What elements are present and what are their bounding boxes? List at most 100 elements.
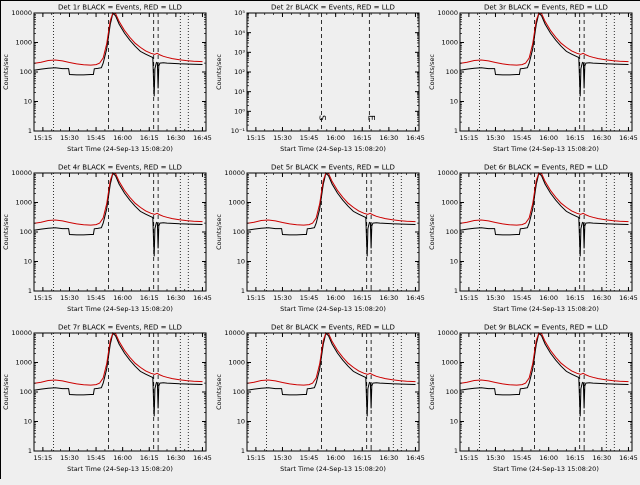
y-tick-label: 10⁵ — [234, 9, 245, 17]
x-tick-label: 15:30 — [60, 134, 79, 142]
x-tick-label: 15:45 — [300, 134, 319, 142]
x-tick-label: 16:15 — [566, 294, 585, 302]
plot-svg: 15:15 15:30 15:45 16:00 16:15 16:30 16:45 1 10 10… — [2, 324, 212, 474]
plot-title: Det 4r BLACK = Events, RED = LLD — [58, 164, 182, 172]
x-tick-label: 16:30 — [166, 454, 185, 462]
events-line — [459, 331, 629, 417]
y-tick-label: 10⁰ — [234, 108, 245, 116]
x-tick-label: 16:15 — [566, 454, 585, 462]
y-tick-label: 100 — [446, 68, 458, 76]
x-tick-label: 15:15 — [33, 454, 52, 462]
plot-title: Det 2r BLACK = Events, RED = LLD — [271, 4, 395, 12]
x-tick-label: 16:15 — [353, 454, 372, 462]
plot-frame — [33, 12, 207, 132]
y-tick-label: 1000 — [228, 359, 245, 367]
x-tick-label: 16:45 — [193, 454, 212, 462]
plot-frame — [459, 12, 633, 132]
y-tick-label: 1 — [241, 287, 245, 295]
plot-svg: S E 15:15 15:30 15:45 16:00 16:15 16:30 16:45 10⁻… — [215, 4, 425, 154]
y-axis-label: Counts/sec — [428, 54, 436, 90]
x-tick-label: 15:45 — [300, 454, 319, 462]
x-tick-label: 15:45 — [513, 454, 532, 462]
plot-frame — [459, 332, 633, 452]
x-tick-label: 15:15 — [246, 134, 265, 142]
y-tick-label: 10⁴ — [234, 29, 245, 37]
y-tick-label: 1 — [454, 287, 458, 295]
x-axis-label: Start Time (24-Sep-13 15:08:20) — [493, 145, 599, 153]
y-tick-label: 10² — [234, 68, 245, 76]
y-tick-label: 1000 — [15, 359, 32, 367]
x-tick-label: 16:45 — [193, 134, 212, 142]
plot-cell-7: 15:15 15:30 15:45 16:00 16:15 16:30 16:45 1 10 10… — [1, 321, 214, 481]
y-tick-label: 10⁻¹ — [231, 127, 246, 135]
x-tick-label: 16:30 — [166, 134, 185, 142]
x-tick-label: 15:15 — [33, 134, 52, 142]
y-tick-label: 100 — [233, 228, 245, 236]
x-tick-label: 15:30 — [486, 454, 505, 462]
y-axis-label: Counts/sec — [2, 214, 10, 250]
y-tick-label: 10 — [450, 258, 458, 266]
x-axis-label: Start Time (24-Sep-13 15:08:20) — [493, 465, 599, 473]
x-tick-label: 16:45 — [619, 454, 638, 462]
plot-cell-3: 15:15 15:30 15:45 16:00 16:15 16:30 16:45 1 10 10… — [427, 1, 640, 161]
plot-title: Det 1r BLACK = Events, RED = LLD — [58, 4, 182, 12]
x-tick-label: 16:30 — [379, 134, 398, 142]
plot-frame — [246, 12, 420, 132]
y-tick-label: 1000 — [441, 199, 458, 207]
events-line — [33, 11, 203, 97]
x-tick-label: 16:00 — [113, 134, 132, 142]
plot-cell-1: 15:15 15:30 15:45 16:00 16:15 16:30 16:45 1 10 10… — [1, 1, 214, 161]
x-tick-label: 16:30 — [379, 294, 398, 302]
events-line — [459, 171, 629, 257]
plot-title: Det 3r BLACK = Events, RED = LLD — [484, 4, 608, 12]
plot-frame — [246, 172, 420, 292]
y-tick-label: 10 — [24, 418, 32, 426]
y-tick-label: 100 — [446, 228, 458, 236]
marker-letter: S — [317, 115, 327, 121]
y-tick-label: 1000 — [441, 359, 458, 367]
plot-frame — [246, 332, 420, 452]
y-tick-label: 10000 — [437, 169, 458, 177]
x-tick-label: 16:15 — [353, 134, 372, 142]
x-tick-label: 15:15 — [459, 294, 478, 302]
lld-line — [459, 172, 629, 226]
x-tick-label: 16:45 — [406, 294, 425, 302]
y-tick-label: 1000 — [15, 39, 32, 47]
x-tick-label: 16:15 — [566, 134, 585, 142]
x-tick-label: 16:45 — [406, 454, 425, 462]
x-tick-label: 15:30 — [60, 454, 79, 462]
y-tick-label: 1 — [28, 127, 32, 135]
x-tick-label: 15:30 — [60, 294, 79, 302]
x-tick-label: 15:15 — [246, 454, 265, 462]
x-tick-label: 15:15 — [246, 294, 265, 302]
y-tick-label: 10³ — [234, 49, 245, 57]
y-tick-label: 1 — [454, 447, 458, 455]
x-tick-label: 15:45 — [513, 134, 532, 142]
y-tick-label: 100 — [20, 68, 32, 76]
y-tick-label: 10000 — [437, 9, 458, 17]
x-tick-label: 15:15 — [33, 294, 52, 302]
y-tick-label: 10000 — [224, 329, 245, 337]
plot-frame — [33, 172, 207, 292]
y-tick-label: 1 — [241, 447, 245, 455]
y-tick-label: 10000 — [11, 9, 32, 17]
plot-svg: 15:15 15:30 15:45 16:00 16:15 16:30 16:45 1 10 10… — [428, 164, 638, 314]
y-axis-label: Counts/sec — [2, 374, 10, 410]
plot-cell-9: 15:15 15:30 15:45 16:00 16:15 16:30 16:45 1 10 10… — [427, 321, 640, 481]
x-tick-label: 16:00 — [326, 454, 345, 462]
x-tick-label: 16:45 — [406, 134, 425, 142]
lld-line — [459, 12, 629, 66]
lld-line — [33, 12, 203, 66]
x-tick-label: 16:00 — [539, 454, 558, 462]
x-tick-label: 16:00 — [539, 134, 558, 142]
y-tick-label: 10000 — [11, 169, 32, 177]
y-axis-label: Counts/sec — [428, 214, 436, 250]
plot-cell-2: S E 15:15 15:30 15:45 16:00 16:15 16:30 16:45 10⁻… — [214, 1, 427, 161]
x-tick-label: 16:15 — [140, 134, 159, 142]
x-tick-label: 16:45 — [193, 294, 212, 302]
plot-svg: 15:15 15:30 15:45 16:00 16:15 16:30 16:45 1 10 10… — [428, 4, 638, 154]
marker-letter: E — [365, 115, 375, 121]
plot-title: Det 7r BLACK = Events, RED = LLD — [58, 324, 182, 332]
x-tick-label: 15:45 — [513, 294, 532, 302]
